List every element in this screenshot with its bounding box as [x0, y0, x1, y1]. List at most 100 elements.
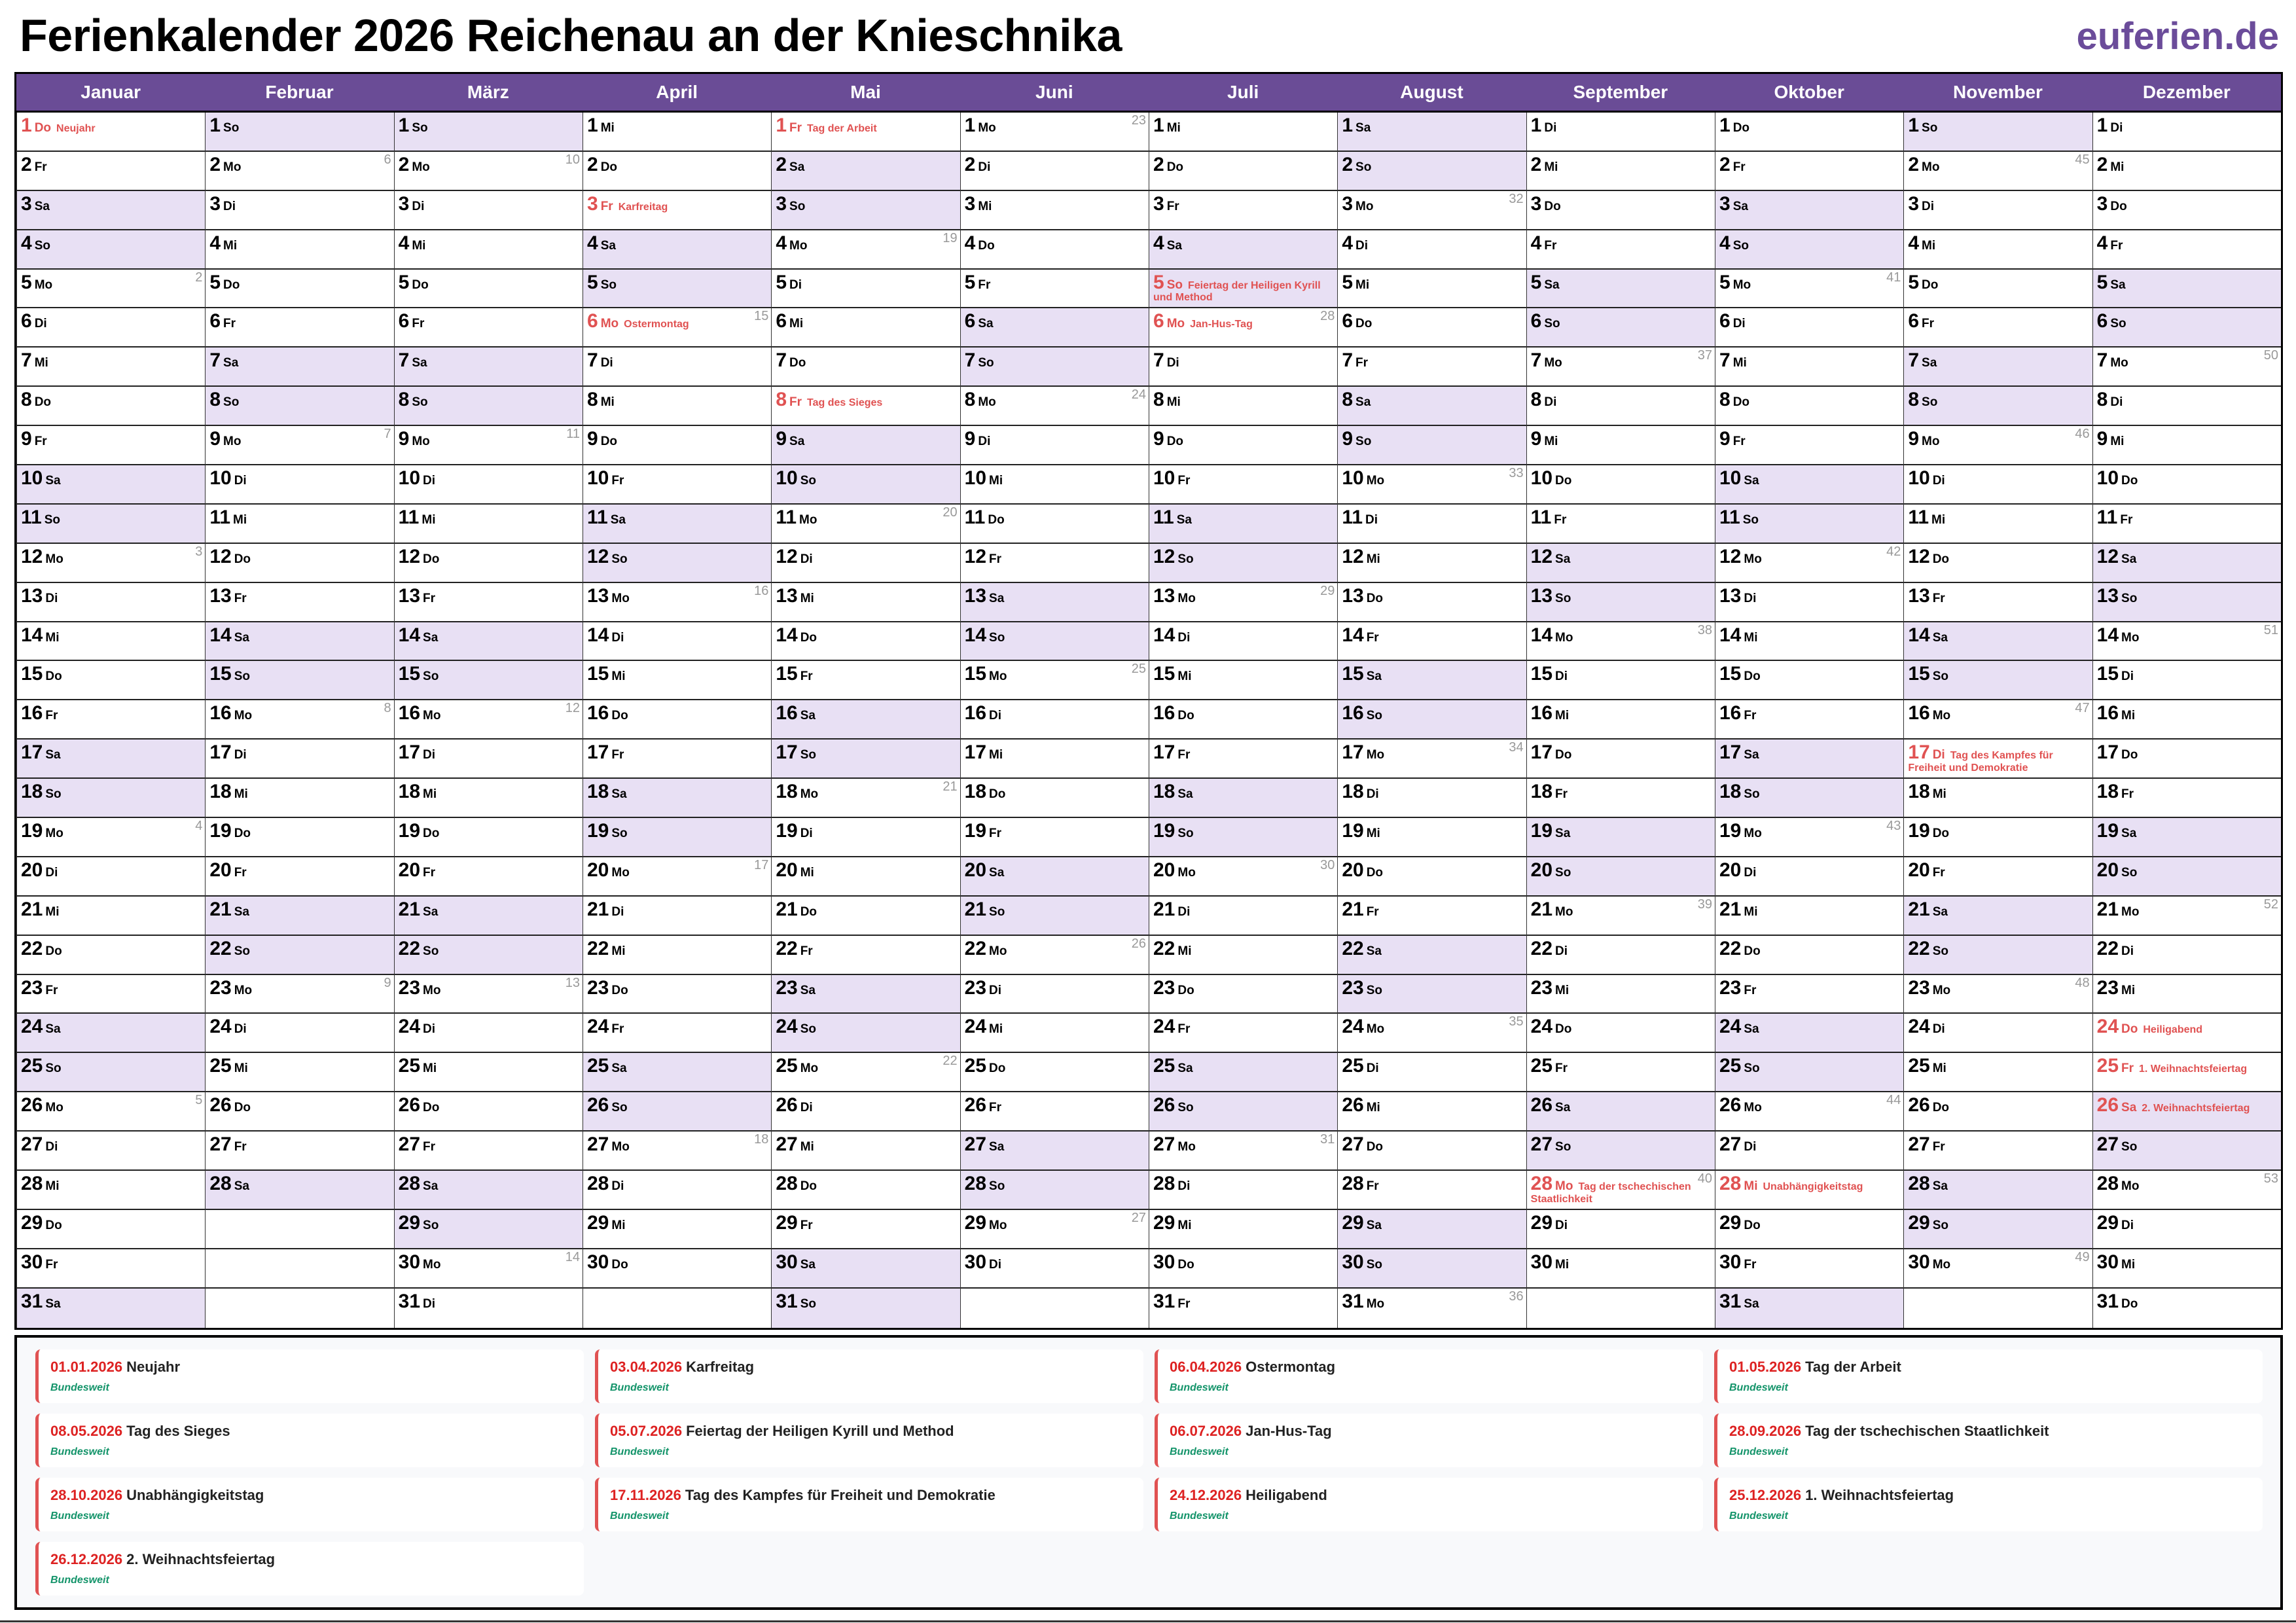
day-cell[interactable]: 31 Fr [1149, 1289, 1337, 1328]
day-cell[interactable]: 4 Mi [1904, 230, 2092, 270]
day-cell[interactable]: 19 So [583, 818, 772, 857]
day-cell[interactable]: 27 So [1526, 1132, 1715, 1171]
day-cell[interactable]: 9 Mi [1526, 426, 1715, 466]
day-cell[interactable]: 18 Fr [1526, 779, 1715, 819]
day-cell[interactable]: 2 Fr [17, 152, 206, 191]
day-cell[interactable]: 3 Di [1904, 191, 2092, 230]
day-cell[interactable]: 7 Mi [17, 348, 206, 387]
day-cell[interactable]: 7 Sa [1904, 348, 2092, 387]
day-cell[interactable]: 29 Di [1526, 1210, 1715, 1249]
day-cell[interactable]: 13 Mi [772, 583, 960, 622]
day-cell[interactable]: 24 Di [1904, 1014, 2092, 1054]
day-cell[interactable]: 24 Di [394, 1014, 583, 1054]
day-cell[interactable]: 10 So [772, 465, 960, 505]
day-cell[interactable]: 9 Di [960, 426, 1149, 466]
day-cell[interactable]: 11 Di [1338, 505, 1526, 544]
day-cell[interactable]: 12 Sa [1526, 543, 1715, 583]
day-cell[interactable]: 7 Mo 37 [1526, 348, 1715, 387]
day-cell[interactable]: 23 Mi [2092, 975, 2281, 1014]
day-cell[interactable]: 10 Di [1904, 465, 2092, 505]
day-cell[interactable]: 24 Do [1526, 1014, 1715, 1054]
day-cell[interactable]: 9 Mi [2092, 426, 2281, 466]
day-cell[interactable]: 9 Do [1149, 426, 1338, 466]
day-cell[interactable]: 8 Do [17, 387, 206, 427]
day-cell[interactable]: 31 Sa [1715, 1288, 1904, 1328]
day-cell[interactable]: 15 Sa [1338, 661, 1526, 701]
day-cell[interactable]: 13 So [2092, 582, 2281, 622]
day-cell[interactable]: 29 Do [1715, 1210, 1904, 1249]
day-cell[interactable]: 21 Sa [394, 896, 583, 936]
day-cell[interactable]: 19 Do [1904, 818, 2092, 857]
day-cell[interactable]: 9 Do [583, 426, 772, 466]
day-cell[interactable]: 18 So [1715, 779, 1904, 819]
day-cell[interactable]: 21 Do [772, 897, 960, 936]
day-cell[interactable]: 18 Mi [394, 779, 583, 819]
day-cell[interactable]: 4 So [1715, 230, 1904, 270]
day-cell[interactable]: 24 Fr [1149, 1014, 1338, 1054]
day-cell[interactable]: 7 Sa [206, 348, 394, 387]
day-cell[interactable]: 28 Fr [1338, 1171, 1526, 1210]
day-cell[interactable]: 7 Fr [1338, 348, 1526, 387]
day-cell[interactable]: 26 Mo 5 [17, 1092, 206, 1132]
day-cell[interactable]: 25 Mi [1904, 1053, 2092, 1093]
day-cell[interactable]: 16 Fr [1715, 700, 1904, 740]
day-cell[interactable]: 25 Mo 22 [772, 1053, 960, 1093]
day-cell[interactable]: 29 Sa [1338, 1209, 1526, 1249]
day-cell[interactable]: 30 Do [1149, 1249, 1338, 1289]
day-cell[interactable]: 14 Sa [1904, 622, 2092, 662]
day-cell[interactable]: 25 Mi [206, 1053, 394, 1093]
day-cell[interactable]: 27 Fr [1904, 1132, 2092, 1171]
day-cell[interactable]: 9 Sa [772, 426, 960, 466]
day-cell[interactable]: 27 So [2092, 1132, 2281, 1171]
day-cell[interactable]: 6 Mo Jan-Hus-Tag 28 [1149, 308, 1338, 348]
day-cell[interactable]: 24 Sa [17, 1014, 206, 1054]
day-cell[interactable]: 29 Mi [1149, 1210, 1338, 1249]
day-cell[interactable]: 20 Di [1715, 857, 1904, 897]
day-cell[interactable]: 4 Fr [2092, 230, 2281, 270]
day-cell[interactable]: 16 Fr [17, 700, 206, 740]
day-cell[interactable]: 5 So Feiertag der Heiligen Kyrill und Meth… [1149, 269, 1338, 309]
day-cell[interactable]: 20 So [1526, 857, 1715, 897]
day-cell[interactable]: 8 Mo 24 [960, 387, 1149, 427]
day-cell[interactable]: 11 So [1715, 504, 1904, 544]
day-cell[interactable]: 10 Do [1526, 465, 1715, 505]
day-cell[interactable]: 26 Do [206, 1092, 394, 1132]
day-cell[interactable]: 22 So [394, 935, 583, 975]
day-cell[interactable]: 13 Di [1715, 583, 1904, 622]
day-cell[interactable]: 3 Fr [1149, 191, 1338, 230]
day-cell[interactable]: 4 Fr [1526, 230, 1715, 270]
day-cell[interactable]: 28 Sa [1904, 1171, 2092, 1210]
day-cell[interactable]: 25 So [1715, 1053, 1904, 1093]
day-cell[interactable]: 18 Mo 21 [772, 779, 960, 819]
day-cell[interactable]: 27 Mo 18 [583, 1132, 772, 1171]
day-cell[interactable]: 20 Sa [960, 857, 1149, 897]
day-cell[interactable]: 29 Do [17, 1210, 206, 1249]
day-cell[interactable]: 1 So [1904, 113, 2092, 152]
day-cell[interactable]: 30 Mo 14 [394, 1249, 583, 1289]
day-cell[interactable]: 13 Mo 16 [583, 583, 772, 622]
day-cell[interactable]: 9 Fr [17, 426, 206, 466]
day-cell[interactable]: 5 Di [772, 270, 960, 309]
day-cell[interactable]: 19 Fr [960, 818, 1149, 857]
day-cell[interactable]: 15 Mi [583, 661, 772, 701]
day-cell[interactable]: 14 Mo 51 [2092, 622, 2281, 662]
day-cell[interactable]: 5 Do [1904, 270, 2092, 309]
day-cell[interactable]: 26 So [583, 1092, 772, 1132]
day-cell[interactable]: 23 Do [1149, 975, 1338, 1014]
day-cell[interactable]: 21 Mi [1715, 897, 1904, 936]
day-cell[interactable]: 13 Fr [206, 583, 394, 622]
day-cell[interactable]: 27 Fr [206, 1132, 394, 1171]
day-cell[interactable]: 24 Sa [1715, 1014, 1904, 1054]
day-cell[interactable]: 12 Mo 42 [1715, 544, 1904, 583]
day-cell[interactable]: 16 Mo 8 [206, 700, 394, 740]
day-cell[interactable]: 2 So [1338, 151, 1526, 191]
day-cell[interactable]: 22 Mi [1149, 936, 1338, 975]
day-cell[interactable]: 28 Mi [17, 1171, 206, 1210]
day-cell[interactable]: 23 Mo 48 [1904, 975, 2092, 1014]
day-cell[interactable]: 10 Di [394, 465, 583, 505]
day-cell[interactable]: 8 Do [1715, 387, 1904, 427]
day-cell[interactable]: 11 Sa [583, 504, 772, 544]
day-cell[interactable]: 1 So [206, 113, 394, 152]
day-cell[interactable]: 28 So [960, 1171, 1149, 1210]
day-cell[interactable]: 30 Mi [1526, 1249, 1715, 1289]
